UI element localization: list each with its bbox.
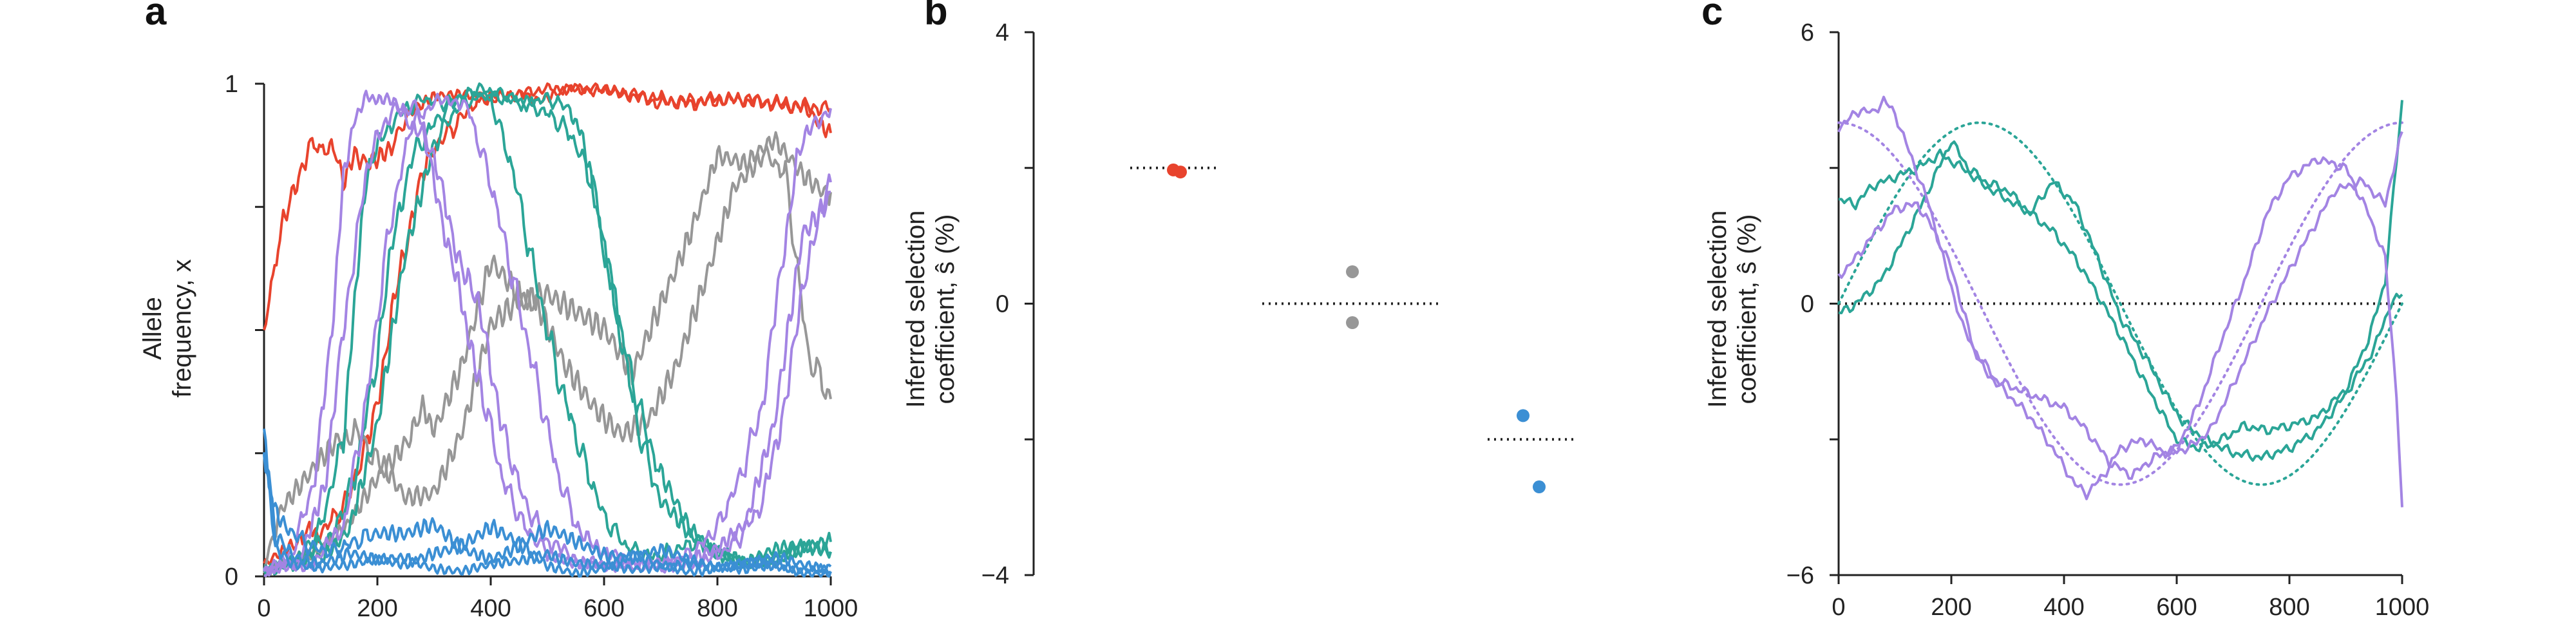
- y-tick-label: 0: [996, 291, 1009, 318]
- y-tick-label: −6: [1786, 562, 1814, 589]
- x-tick-label: 1000: [804, 595, 858, 622]
- x-tick-label: 600: [583, 595, 624, 622]
- y-tick-label: −4: [981, 562, 1009, 589]
- x-tick-label: 0: [1832, 594, 1845, 621]
- true-selection-curve: [1837, 121, 2403, 486]
- y-tick-label: 6: [1801, 19, 1814, 46]
- panel-c-chart: 6 0 −6 0 200 400 600 800 1000 Inferred selectionc…: [1703, 19, 2429, 621]
- inferred-selection-line: [1837, 95, 2403, 500]
- panel-c-letter: c: [1701, 0, 1723, 33]
- panel-a-letter: a: [145, 0, 167, 33]
- data-point: [1346, 265, 1359, 278]
- y-axis-label: Allelefrequency, x: [138, 260, 196, 398]
- panel-b-letter: b: [924, 0, 948, 33]
- x-tick-label: 600: [2156, 594, 2197, 621]
- trajectory-line: [263, 454, 832, 578]
- y-tick-label: 1: [225, 71, 238, 98]
- inferred-selection-line: [1838, 100, 2403, 453]
- inferred-selection-line: [1838, 148, 2403, 462]
- x-tick-label: 0: [257, 595, 270, 622]
- y-tick-label: 4: [996, 19, 1009, 46]
- x-tick-label: 1000: [2375, 594, 2430, 621]
- x-tick-label: 400: [2043, 594, 2084, 621]
- x-tick-label: 200: [357, 595, 397, 622]
- data-point: [1346, 316, 1359, 330]
- trajectory-line: [263, 92, 832, 577]
- inferred-selection-line: [1837, 156, 2403, 507]
- panel-b-chart: 4 0 −4 Inferred selectioncoefficient, ŝ (%): [902, 19, 1578, 589]
- y-axis-label: Inferred selectioncoefficient, ŝ (%): [1703, 211, 1761, 408]
- y-tick-label: 0: [1801, 291, 1814, 318]
- trajectory-line: [263, 99, 832, 578]
- data-point: [1533, 480, 1546, 494]
- panel-a-chart: 1 00 200 400 600 800 1000 Allelefrequency, x: [138, 71, 858, 622]
- x-tick-label: 400: [470, 595, 511, 622]
- trajectory-line: [264, 131, 832, 567]
- data-point: [1174, 166, 1187, 179]
- trajectory-line: [263, 82, 832, 572]
- y-tick-label: 0: [225, 564, 238, 591]
- y-axis-label: Inferred selectioncoefficient, ŝ (%): [902, 211, 960, 408]
- x-tick-label: 800: [697, 595, 737, 622]
- data-point: [1517, 409, 1530, 422]
- x-tick-label: 200: [1931, 594, 1971, 621]
- x-tick-label: 800: [2269, 594, 2309, 621]
